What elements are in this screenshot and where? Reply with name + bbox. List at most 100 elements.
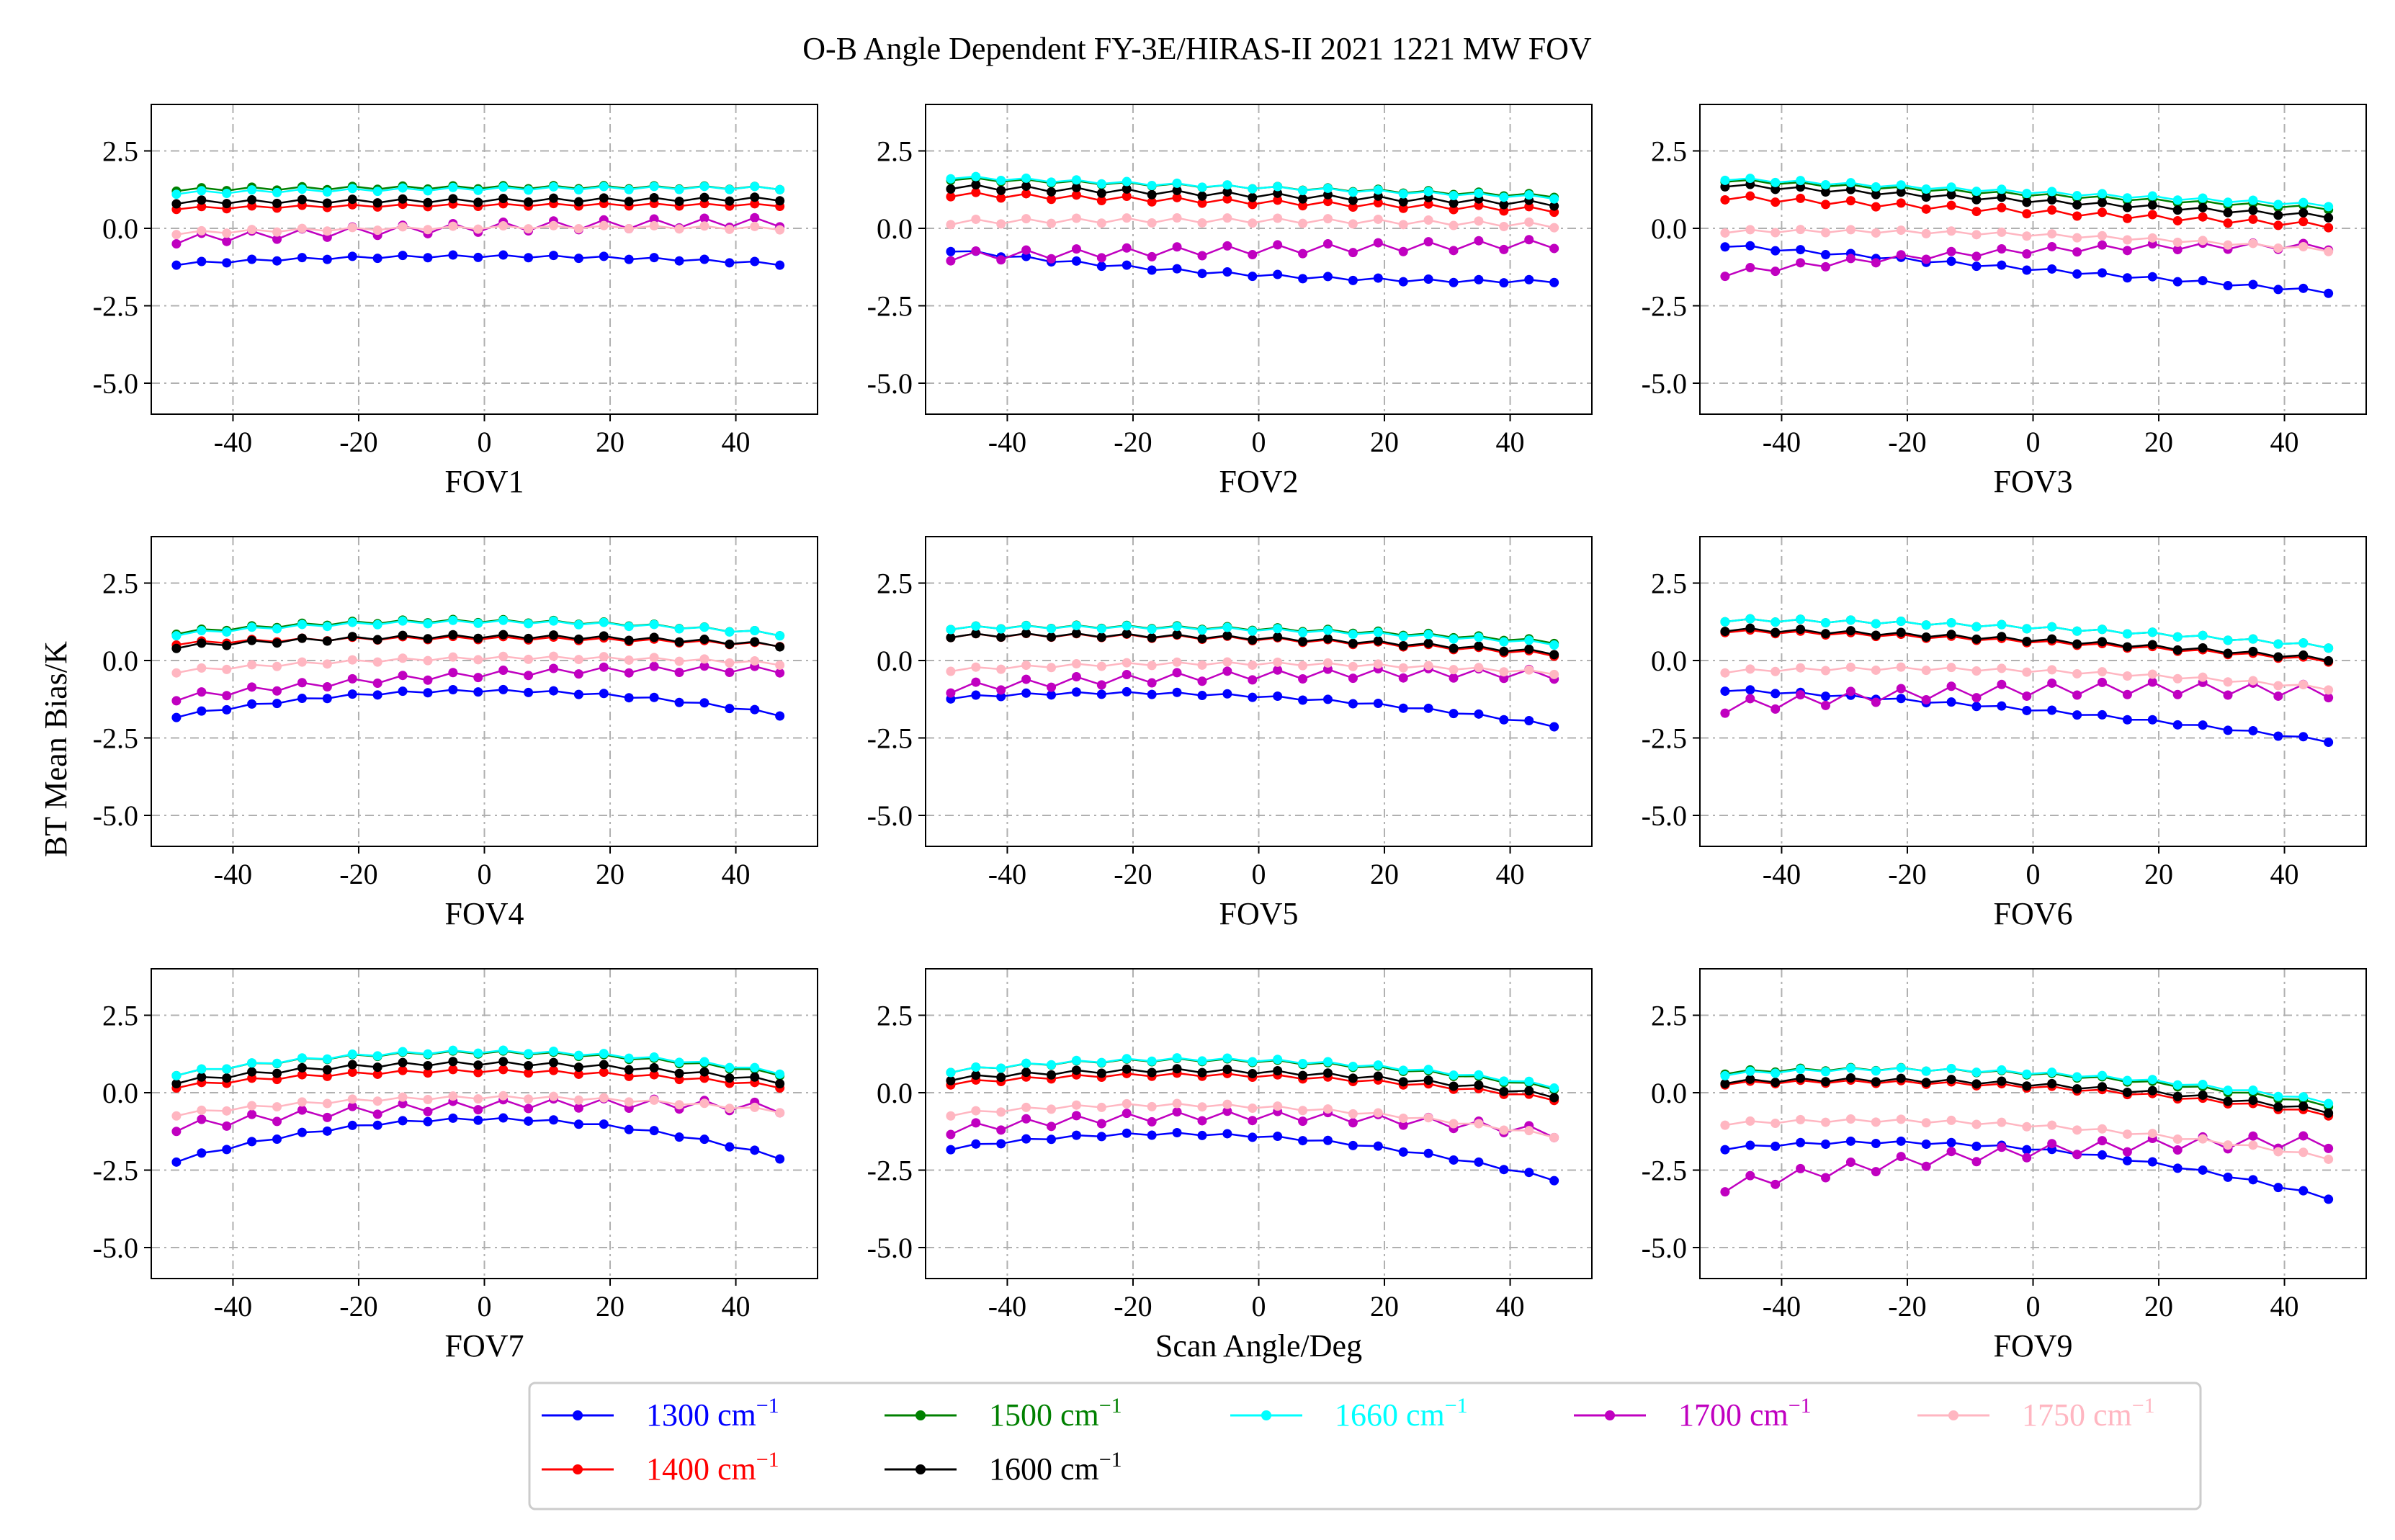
data-point-1660 (2097, 189, 2107, 199)
data-point-1660 (423, 186, 433, 196)
data-point-1750 (347, 1094, 357, 1104)
data-point-1660 (775, 631, 785, 641)
data-point-1660 (222, 1064, 232, 1074)
data-point-1300 (524, 687, 534, 697)
data-point-1600 (971, 629, 981, 639)
x-axis-label: Scan Angle/Deg (1155, 1328, 1362, 1364)
data-point-1600 (599, 193, 609, 203)
data-point-1300 (1821, 250, 1831, 260)
data-point-1400 (2097, 207, 2107, 218)
data-point-1300 (423, 688, 433, 698)
data-point-1660 (750, 626, 760, 636)
data-point-1600 (1322, 634, 1333, 644)
data-point-1750 (247, 1101, 257, 1111)
data-point-1600 (699, 1067, 709, 1077)
data-point-1600 (1071, 1065, 1081, 1075)
data-point-1600 (222, 1073, 232, 1083)
y-tick-label: -2.5 (867, 722, 913, 755)
data-point-1300 (1474, 274, 1484, 285)
data-point-1750 (2223, 677, 2233, 687)
data-point-1700 (971, 1118, 981, 1128)
data-point-1600 (1449, 1081, 1459, 1091)
data-point-1750 (1047, 218, 1057, 228)
data-point-1750 (272, 227, 282, 237)
data-point-1600 (2248, 646, 2258, 656)
data-point-1750 (448, 1091, 458, 1101)
x-tick-label: 20 (2144, 426, 2173, 458)
data-point-1400 (498, 1065, 509, 1075)
data-point-1600 (1197, 634, 1207, 644)
data-point-1660 (1096, 1057, 1106, 1067)
data-point-1700 (1021, 1114, 1031, 1124)
data-point-1660 (347, 184, 357, 194)
data-point-1660 (2147, 627, 2157, 637)
data-point-1660 (2273, 639, 2283, 649)
data-point-1750 (725, 658, 735, 668)
data-point-1600 (548, 193, 558, 203)
data-point-1300 (1449, 709, 1459, 719)
data-point-1600 (573, 1062, 583, 1073)
y-tick-label: 2.5 (877, 1000, 913, 1032)
data-point-1660 (1373, 185, 1383, 195)
data-point-1700 (1222, 241, 1232, 251)
data-point-1300 (1096, 689, 1106, 699)
data-point-1750 (524, 654, 534, 664)
data-point-1600 (2097, 197, 2107, 207)
data-point-1600 (2198, 202, 2208, 212)
data-point-1750 (1322, 214, 1333, 224)
data-point-1660 (524, 619, 534, 629)
data-point-1400 (297, 1070, 307, 1080)
data-point-1750 (222, 664, 232, 674)
data-point-1700 (1398, 246, 1408, 256)
data-point-1600 (1549, 201, 1559, 211)
data-point-1700 (1921, 1161, 1931, 1171)
data-point-1750 (1997, 227, 2007, 237)
data-point-1300 (222, 258, 232, 268)
data-point-1700 (1096, 253, 1106, 263)
data-point-1600 (1071, 182, 1081, 192)
x-tick-label: 20 (596, 858, 625, 890)
data-point-1700 (347, 1101, 357, 1111)
data-point-1660 (971, 171, 981, 182)
data-point-1700 (171, 239, 182, 249)
data-point-1300 (1172, 1128, 1182, 1138)
data-point-1750 (775, 1108, 785, 1118)
data-point-1660 (2248, 1085, 2258, 1096)
data-point-1600 (498, 630, 509, 640)
data-point-1750 (996, 219, 1006, 229)
data-point-1300 (1071, 1130, 1081, 1140)
data-point-1700 (1298, 1116, 1308, 1127)
data-point-1660 (1197, 182, 1207, 192)
data-point-1700 (272, 686, 282, 696)
data-point-1300 (1197, 1130, 1207, 1140)
x-tick-label: 20 (2144, 1290, 2173, 1322)
data-point-1400 (1248, 200, 1258, 210)
legend-marker (1261, 1410, 1271, 1420)
x-tick-label: 40 (2270, 858, 2299, 890)
data-point-1750 (1845, 662, 1855, 672)
data-point-1300 (448, 685, 458, 695)
data-point-1660 (1248, 184, 1258, 194)
data-point-1750 (2022, 1122, 2032, 1132)
x-tick-label: 20 (1370, 426, 1399, 458)
data-point-1300 (1871, 1139, 1881, 1149)
data-point-1750 (1896, 1114, 1906, 1124)
data-point-1660 (1197, 625, 1207, 635)
data-point-1300 (498, 684, 509, 694)
data-point-1400 (524, 1068, 534, 1078)
data-point-1750 (498, 1091, 509, 1101)
data-point-1750 (1122, 658, 1132, 668)
data-point-1400 (2298, 217, 2309, 227)
data-point-1700 (1147, 678, 1157, 688)
data-point-1750 (1921, 228, 1931, 238)
data-point-1750 (2298, 1147, 2309, 1158)
data-point-1600 (524, 633, 534, 643)
data-point-1400 (1770, 197, 1781, 207)
data-point-1750 (524, 1094, 534, 1104)
data-point-1750 (1172, 213, 1182, 223)
data-point-1750 (699, 654, 709, 664)
data-point-1600 (725, 196, 735, 206)
data-point-1660 (2172, 195, 2183, 205)
data-point-1600 (1997, 192, 2007, 202)
